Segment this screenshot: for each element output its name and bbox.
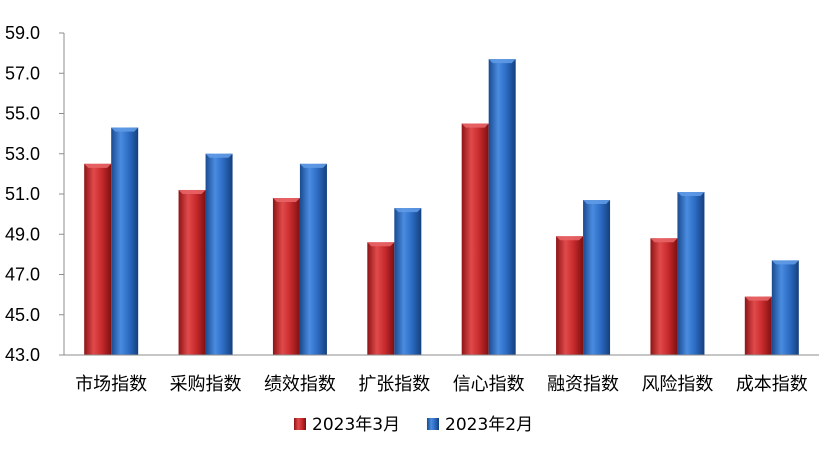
y-tick-label: 57.0 (5, 63, 40, 83)
bar-february-0 (111, 127, 139, 356)
x-axis-labels: 市场指数 采购指数 绩效指数 扩张指数 信心指数 融资指数 风险指数 成本指数 (75, 374, 808, 395)
bar-march-6 (650, 238, 678, 355)
bar-february-7 (771, 260, 799, 355)
bar-february-6 (677, 191, 705, 355)
legend-label-february: 2023年2月 (445, 415, 533, 435)
x-category-label: 风险指数 (641, 374, 713, 395)
bar-top-bevel (84, 163, 112, 168)
bar-march-5 (556, 236, 584, 355)
bar-february-5 (583, 200, 611, 355)
bar-march-4 (461, 123, 489, 355)
x-category-label: 绩效指数 (264, 374, 336, 395)
legend: 2023年3月 2023年2月 (294, 415, 533, 435)
bar-march-3 (367, 242, 395, 355)
legend-swatch-february (427, 418, 439, 430)
y-axis-ticks: 43.0 45.0 47.0 49.0 51.0 53.0 55.0 57.0 59.0 (5, 23, 64, 365)
bar-top-bevel (771, 260, 799, 265)
legend-swatch-march (294, 418, 306, 430)
bar-top-bevel (111, 127, 139, 132)
bar-top-bevel (367, 242, 395, 247)
bar-march-2 (272, 198, 300, 355)
bar-february-3 (394, 208, 422, 355)
bar-top-bevel (583, 200, 611, 205)
y-tick-label: 49.0 (5, 224, 40, 244)
bar-february-1 (205, 153, 233, 355)
x-category-label: 成本指数 (736, 374, 808, 395)
y-tick-label: 55.0 (5, 104, 40, 124)
bar-top-bevel (178, 189, 206, 194)
y-tick-label: 47.0 (5, 265, 40, 285)
bar-top-bevel (488, 59, 516, 64)
bar-top-bevel (677, 191, 705, 196)
y-tick-label: 53.0 (5, 144, 40, 164)
x-category-label: 信心指数 (453, 374, 525, 395)
bar-top-bevel (556, 236, 584, 241)
legend-label-march: 2023年3月 (312, 415, 400, 435)
bar-top-bevel (394, 208, 422, 213)
bar-february-2 (299, 163, 327, 355)
x-category-label: 融资指数 (547, 374, 619, 395)
bar-february-4 (488, 59, 516, 355)
bar-march-1 (178, 189, 206, 355)
bar-march-0 (84, 163, 112, 355)
bar-top-bevel (461, 123, 489, 128)
y-tick-label: 51.0 (5, 184, 40, 204)
x-category-label: 市场指数 (75, 374, 147, 395)
y-tick-label: 43.0 (5, 345, 40, 365)
bar-top-bevel (272, 198, 300, 203)
x-category-label: 采购指数 (170, 374, 242, 395)
bar-top-bevel (744, 296, 772, 301)
bar-top-bevel (650, 238, 678, 243)
bar-march-7 (744, 296, 772, 355)
y-tick-label: 59.0 (5, 23, 40, 43)
bars (84, 59, 799, 356)
y-tick-label: 45.0 (5, 305, 40, 325)
bar-top-bevel (205, 153, 233, 158)
bar-top-bevel (299, 163, 327, 168)
x-category-label: 扩张指数 (358, 374, 430, 395)
